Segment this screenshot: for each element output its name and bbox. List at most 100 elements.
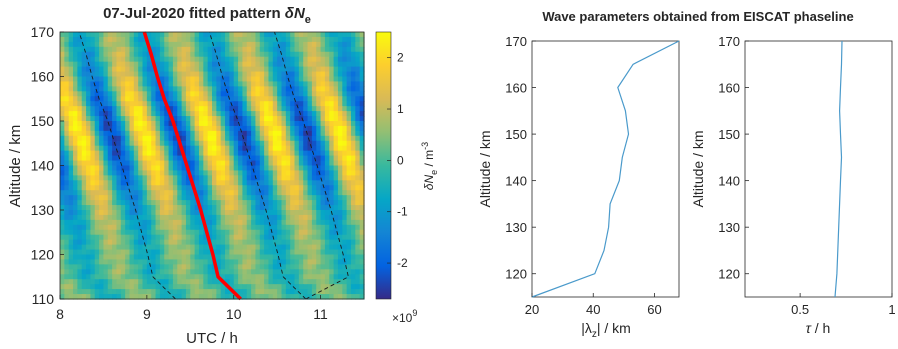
heatmap-cell — [333, 244, 339, 251]
heatmap-cell — [112, 185, 118, 191]
heatmap-cell — [294, 130, 300, 137]
heatmap-cell — [220, 41, 226, 48]
heatmap-cell — [86, 36, 91, 43]
heatmap-cell — [329, 66, 335, 73]
heatmap-cell — [303, 125, 309, 132]
heatmap-cell — [246, 239, 252, 246]
heatmap-cell — [255, 234, 261, 241]
heatmap-cell — [298, 200, 304, 206]
heatmap-cell — [255, 219, 261, 226]
heatmap-cell — [233, 190, 239, 196]
heatmap-cell — [60, 51, 65, 58]
heatmap-cell — [155, 135, 161, 142]
heatmap-cell — [68, 200, 74, 206]
heatmap-cell — [207, 150, 213, 157]
heatmap-cell — [246, 289, 252, 295]
heatmap-cell — [194, 269, 200, 275]
heatmap-cell — [90, 244, 96, 251]
heatmap-cell — [329, 155, 335, 162]
heatmap-cell — [207, 140, 213, 147]
heatmap-cell — [233, 254, 239, 261]
heatmap-cell — [220, 274, 226, 280]
heatmap-cell — [285, 175, 291, 181]
heatmap-cell — [329, 86, 335, 92]
heatmap-cell — [355, 155, 361, 162]
heatmap-cell — [359, 135, 365, 142]
heatmap-cell — [142, 41, 148, 48]
heatmap-cell — [311, 214, 317, 221]
heatmap-cell — [225, 170, 230, 176]
heatmap-cell — [142, 91, 148, 97]
heatmap-cell — [255, 56, 261, 63]
heatmap-cell — [242, 259, 248, 265]
heatmap-cell — [159, 294, 165, 300]
heatmap-cell — [307, 150, 313, 157]
heatmap-cell — [194, 46, 200, 53]
heatmap-cell — [359, 160, 365, 167]
heatmap-cell — [112, 51, 118, 58]
heatmap-cell — [198, 46, 204, 53]
heatmap-x-tick-label: 10 — [226, 306, 242, 322]
heatmap-cell — [346, 214, 352, 221]
heatmap-cell — [242, 135, 248, 142]
heatmap-cell — [203, 254, 209, 261]
heatmap-cell — [350, 175, 356, 181]
heatmap-cell — [90, 140, 96, 147]
heatmap-cell — [342, 155, 348, 162]
heatmap-cell — [185, 111, 191, 117]
heatmap-cell — [190, 200, 196, 206]
heatmap-cell — [359, 130, 365, 137]
heatmap-cell — [272, 210, 278, 216]
heatmap-cell — [125, 116, 131, 122]
heatmap-cell — [320, 125, 326, 132]
heatmap-cell — [125, 210, 131, 216]
heatmap-cell — [350, 264, 356, 270]
heatmap-cell — [73, 116, 78, 122]
heatmap-cell — [342, 150, 348, 157]
heatmap-cell — [203, 205, 209, 211]
heatmap-cell — [311, 205, 317, 211]
heatmap-cell — [138, 249, 144, 256]
heatmap-cell — [203, 111, 209, 117]
heatmap-cell — [81, 96, 87, 102]
heatmap-cell — [172, 135, 178, 142]
heatmap-cell — [64, 46, 70, 53]
heatmap-cell — [81, 249, 87, 256]
heatmap-cell — [329, 101, 335, 107]
heatmap-cell — [272, 61, 278, 68]
heatmap-cell — [86, 111, 91, 117]
heatmap-cell — [303, 175, 309, 181]
heatmap-cell — [272, 46, 278, 53]
heatmap-cell — [242, 289, 248, 295]
heatmap-cell — [216, 76, 222, 83]
heatmap-cell — [207, 116, 213, 122]
heatmap-cell — [342, 160, 348, 167]
heatmap-cell — [99, 91, 105, 97]
heatmap-cell — [346, 294, 352, 300]
heatmap-cell — [159, 224, 165, 231]
heatmap-cell — [60, 160, 65, 167]
heatmap-cell — [125, 175, 131, 181]
heatmap-cell — [238, 160, 243, 167]
heatmap-cell — [168, 210, 174, 216]
heatmap-cell — [181, 32, 187, 38]
heatmap-cell — [225, 121, 230, 127]
heatmap-cell — [277, 61, 283, 68]
heatmap-cell — [272, 180, 278, 186]
heatmap-cell — [329, 229, 335, 236]
heatmap-cell — [342, 56, 348, 63]
heatmap-cell — [346, 116, 352, 122]
heatmap-cell — [73, 101, 78, 107]
heatmap-cell — [203, 214, 209, 221]
heatmap-cell — [133, 66, 139, 73]
heatmap-cell — [77, 66, 83, 73]
heatmap-cell — [155, 195, 161, 201]
heatmap-cell — [116, 121, 122, 127]
heatmap-cell — [255, 125, 261, 132]
heatmap-cell — [298, 195, 304, 201]
heatmap-cell — [77, 46, 83, 53]
heatmap-cell — [255, 284, 261, 290]
heatmap-cell — [272, 160, 278, 167]
heatmap-cell — [303, 101, 309, 107]
heatmap-cell — [103, 66, 109, 73]
